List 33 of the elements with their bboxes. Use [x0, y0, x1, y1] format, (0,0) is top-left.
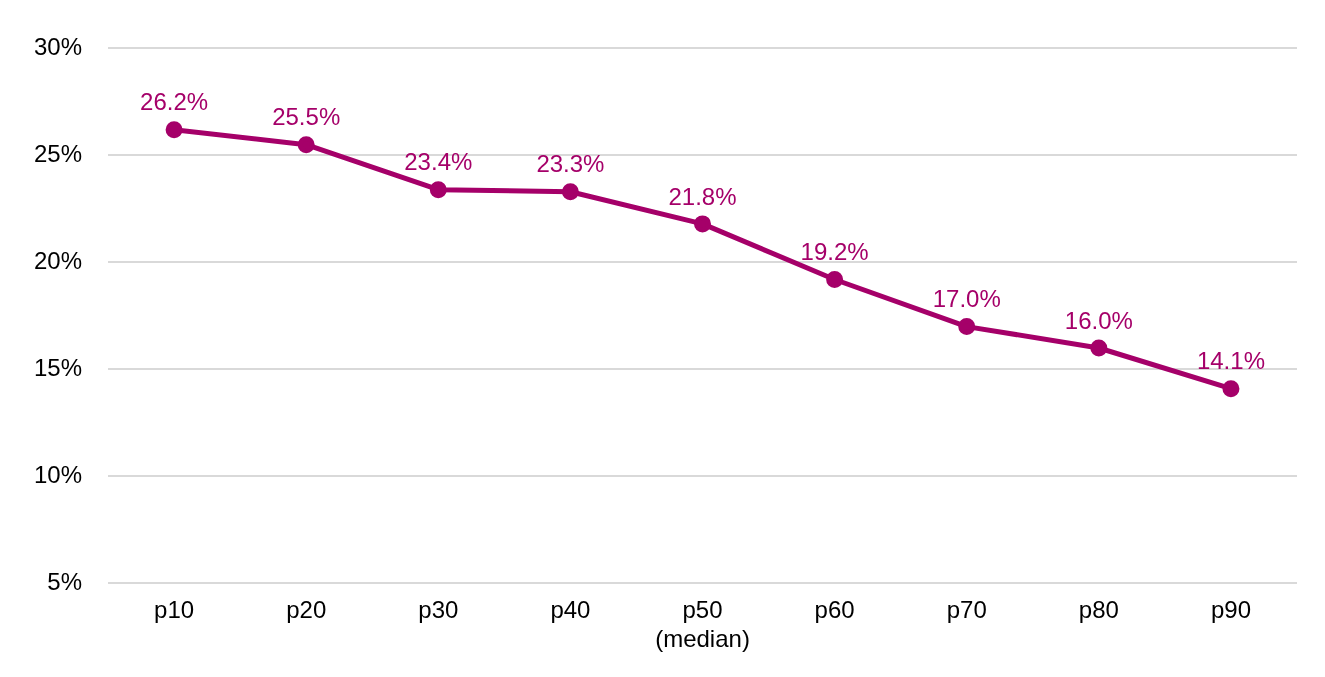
y-tick-label: 10%	[33, 461, 83, 489]
data-label: 14.1%	[1196, 347, 1265, 375]
x-tick-label: p10	[154, 596, 195, 624]
point	[429, 181, 447, 199]
data-label: 23.3%	[536, 150, 605, 178]
x-tick-label: p80	[1078, 596, 1119, 624]
point	[1090, 339, 1108, 357]
y-tick-label: 20%	[33, 247, 83, 275]
x-tick-label: p50 (median)	[655, 596, 750, 653]
x-tick-label: p70	[946, 596, 987, 624]
y-tick-label: 25%	[33, 140, 83, 168]
data-label: 19.2%	[800, 238, 869, 266]
y-tick-label: 15%	[33, 354, 83, 382]
point	[165, 121, 183, 139]
data-label: 17.0%	[932, 285, 1001, 313]
point	[561, 183, 579, 201]
data-label: 23.4%	[404, 148, 473, 176]
x-tick-label: p40	[550, 596, 591, 624]
x-tick-label: p20	[286, 596, 327, 624]
point	[958, 318, 976, 336]
data-label: 21.8%	[668, 182, 737, 210]
point	[826, 271, 844, 289]
x-tick-label: p60	[814, 596, 855, 624]
data-label: 26.2%	[140, 88, 209, 116]
y-tick-label: 5%	[47, 568, 83, 596]
point	[694, 215, 712, 233]
point	[297, 136, 315, 154]
data-label: 25.5%	[272, 103, 341, 131]
data-label: 16.0%	[1064, 306, 1133, 334]
x-tick-label: p90	[1210, 596, 1251, 624]
point	[1222, 380, 1240, 398]
y-tick-label: 30%	[33, 33, 83, 61]
x-tick-label: p30	[418, 596, 459, 624]
